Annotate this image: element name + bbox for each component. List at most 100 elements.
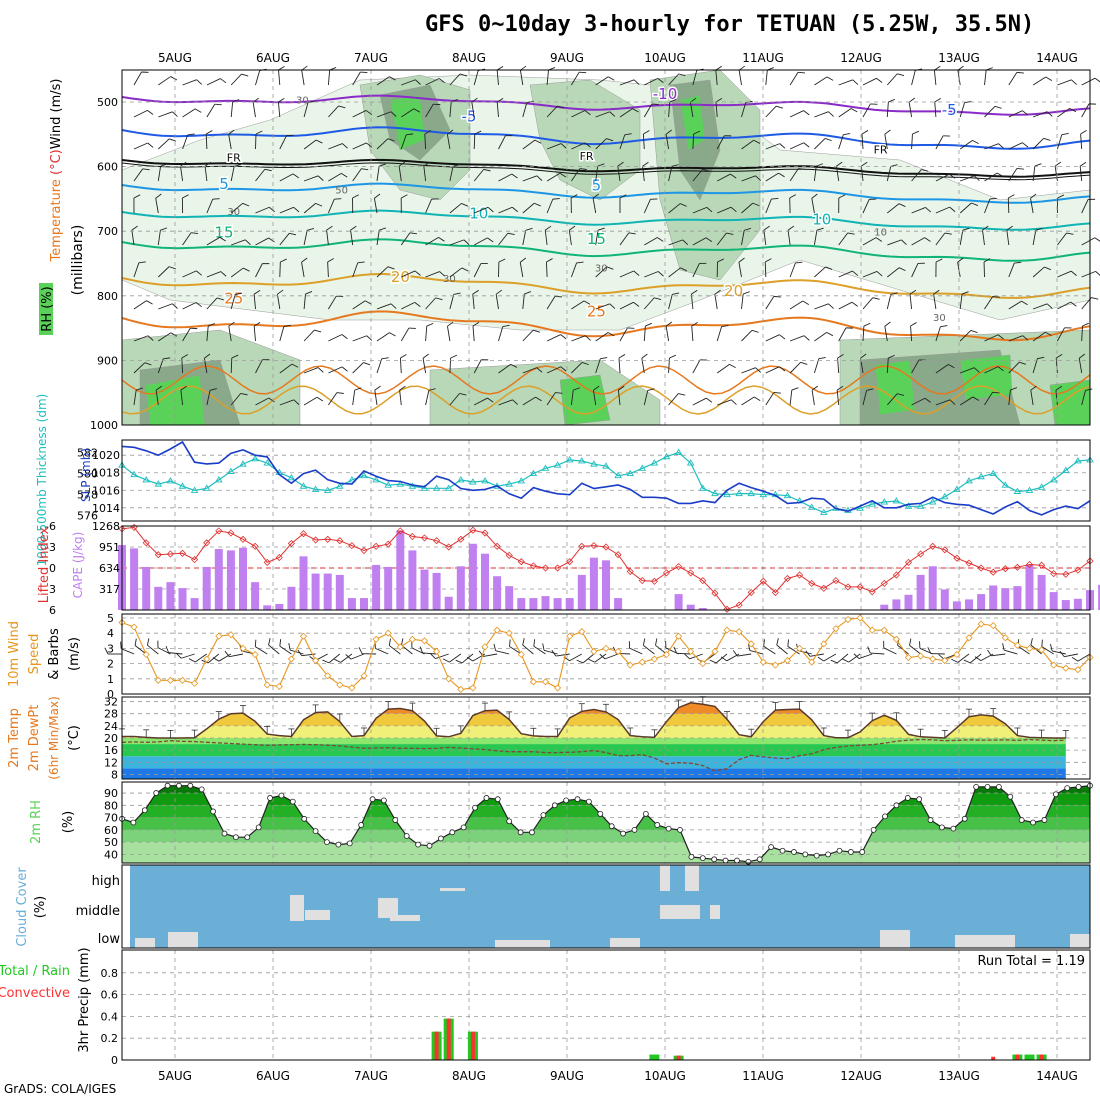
date-tick-label-bottom: 7AUG bbox=[354, 1069, 388, 1083]
li-point bbox=[554, 564, 562, 572]
thickness-point bbox=[457, 476, 465, 483]
wind-barb-flag bbox=[617, 161, 624, 167]
wind-barb-flag bbox=[1080, 130, 1087, 135]
wind-barb bbox=[473, 70, 479, 86]
cloud-fill bbox=[610, 938, 640, 948]
thickness-point bbox=[505, 480, 513, 487]
wind-barb-flag bbox=[909, 638, 912, 646]
rh-point bbox=[791, 849, 797, 855]
rh2m-unit-label: (%) bbox=[61, 811, 76, 834]
wind-barb bbox=[134, 645, 147, 655]
li-point bbox=[348, 542, 356, 550]
date-tick-label-top: 14AUG bbox=[1036, 51, 1078, 65]
wind-barb-flag bbox=[268, 397, 275, 403]
wind-barb-flag bbox=[534, 202, 541, 207]
wind-barb bbox=[715, 102, 718, 118]
cape-bar bbox=[940, 589, 949, 610]
wind-barb bbox=[303, 367, 319, 374]
wind-barb-flag bbox=[1010, 387, 1018, 391]
wind-barb-flag bbox=[751, 329, 759, 333]
wind-barb-flag bbox=[283, 324, 291, 327]
wind-barb bbox=[776, 644, 788, 655]
wind-barb-flag bbox=[387, 266, 395, 270]
rh-point bbox=[449, 829, 456, 836]
wind-barb bbox=[886, 73, 898, 86]
wind-barb bbox=[668, 166, 673, 182]
wind-barb bbox=[449, 166, 454, 182]
wind-barb-flag bbox=[557, 105, 565, 109]
rh-point bbox=[369, 796, 376, 803]
cloud-frame bbox=[121, 864, 1091, 949]
li-point bbox=[529, 562, 537, 570]
wind-barb-flag bbox=[1041, 639, 1043, 647]
wind-barb-flag bbox=[155, 193, 162, 199]
wind-barb-flag bbox=[584, 142, 591, 148]
wind-barb bbox=[984, 334, 999, 342]
wind-barb bbox=[935, 399, 951, 406]
wind-barb-flag bbox=[1014, 261, 1022, 264]
wind-speed-point bbox=[832, 625, 840, 633]
wind-barb bbox=[155, 198, 159, 214]
upper-air-ylabel: Temperature (°C)Wind (m/s) bbox=[49, 79, 64, 263]
wind-barb-flag bbox=[787, 639, 789, 647]
wind-barb bbox=[823, 653, 837, 662]
thickness-point bbox=[965, 477, 973, 484]
wind-barb bbox=[340, 653, 353, 663]
wind-barb-flag bbox=[632, 108, 639, 113]
wind-barb bbox=[303, 230, 308, 246]
rh-point bbox=[734, 857, 740, 864]
wind-barb bbox=[717, 399, 732, 406]
wind-barb bbox=[571, 362, 583, 374]
wind-barb-flag bbox=[228, 321, 235, 327]
wind-barb-flag bbox=[866, 388, 874, 391]
rh-point bbox=[164, 782, 171, 789]
wind-barb-flag bbox=[948, 364, 955, 369]
wind-barb bbox=[619, 134, 626, 150]
wind-speed-point bbox=[408, 635, 416, 643]
thickness-point bbox=[747, 489, 755, 497]
wind-barb-flag bbox=[657, 78, 664, 83]
wind-barb bbox=[546, 172, 561, 182]
wind-speed-point bbox=[324, 672, 332, 680]
wind-barb bbox=[279, 206, 294, 214]
wind-barb-flag bbox=[278, 97, 285, 103]
wind-barb bbox=[1057, 301, 1071, 310]
wind-barb bbox=[813, 230, 818, 246]
wind-barb-flag bbox=[1061, 133, 1069, 136]
wind-barb bbox=[1081, 390, 1086, 406]
wind-barb-flag bbox=[921, 169, 929, 172]
wind-barb-flag bbox=[983, 258, 991, 263]
wind-barb bbox=[644, 237, 658, 246]
cape-bar bbox=[965, 599, 973, 610]
thickness-point bbox=[723, 490, 731, 498]
wind-barb bbox=[668, 393, 679, 406]
wind-barb-flag bbox=[1070, 301, 1077, 307]
wind-barb-flag bbox=[555, 392, 563, 394]
wind-barb-flag bbox=[224, 650, 230, 657]
cape-bar bbox=[577, 574, 586, 610]
li-point bbox=[469, 526, 477, 534]
precip-conv-bar bbox=[470, 1031, 475, 1060]
date-tick-label-top: 7AUG bbox=[354, 51, 388, 65]
wind-barb bbox=[350, 230, 354, 246]
wind-barb bbox=[642, 166, 645, 182]
wind-barb-flag bbox=[910, 322, 917, 327]
rh-point bbox=[916, 796, 923, 803]
wind-barb bbox=[546, 334, 561, 342]
wind-speed-point bbox=[203, 655, 211, 663]
wind-barb bbox=[960, 367, 975, 374]
li-point bbox=[808, 579, 816, 587]
wind-barb bbox=[301, 70, 305, 86]
cape-bar bbox=[1049, 592, 1058, 610]
date-tick-label-top: 10AUG bbox=[644, 51, 686, 65]
wind-barb bbox=[230, 267, 244, 278]
wind-barb bbox=[582, 653, 595, 664]
wind-barb-flag bbox=[240, 392, 248, 396]
li-point bbox=[892, 571, 900, 579]
wind-barb bbox=[1057, 270, 1072, 278]
wind-barb bbox=[1032, 138, 1044, 150]
rh-band bbox=[122, 842, 1090, 863]
rh2m-frame bbox=[121, 781, 1091, 864]
wind-barb bbox=[692, 206, 707, 214]
wind-barb-flag bbox=[169, 138, 177, 142]
